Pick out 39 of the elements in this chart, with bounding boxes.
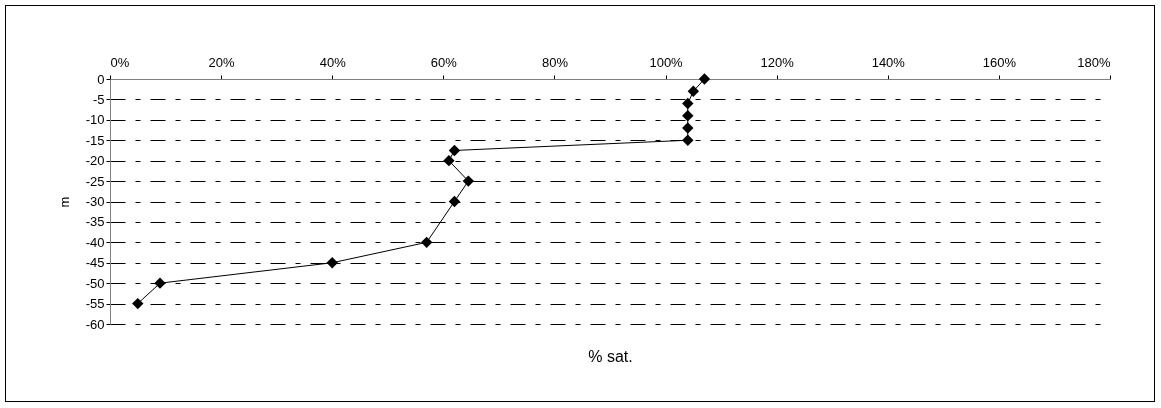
- y-tick-label: -10: [85, 112, 105, 128]
- x-tick-label: 60%: [430, 54, 458, 70]
- y-tick-label: -40: [85, 234, 105, 250]
- y-tick-label: -50: [85, 275, 105, 291]
- y-tick-label: -5: [92, 91, 105, 107]
- y-tick-label: -55: [85, 296, 105, 312]
- x-axis-title: % sat.: [588, 347, 633, 365]
- y-tick-label: -20: [85, 153, 105, 169]
- y-tick-label: -45: [85, 255, 105, 271]
- y-tick-label: 0: [97, 71, 105, 87]
- y-tick-label: -25: [85, 173, 105, 189]
- point: [420, 236, 433, 249]
- point: [682, 134, 694, 146]
- point: [682, 110, 694, 122]
- point: [326, 257, 338, 269]
- point: [132, 297, 144, 310]
- x-tick-label: 80%: [541, 54, 569, 70]
- y-tick-label: -60: [85, 316, 105, 332]
- x-tick-label: 40%: [319, 54, 347, 70]
- point: [682, 97, 694, 110]
- x-tick-label: 100%: [649, 54, 684, 70]
- y-tick-label: -15: [85, 132, 105, 148]
- x-tick-label: 160%: [982, 54, 1017, 70]
- x-tick-label: 140%: [871, 54, 906, 70]
- point: [687, 85, 700, 97]
- x-tick-label: 20%: [208, 54, 236, 70]
- y-tick-label: -35: [85, 214, 105, 230]
- point: [448, 144, 461, 157]
- point: [448, 195, 461, 208]
- point: [154, 277, 166, 289]
- point: [462, 175, 475, 187]
- point: [698, 73, 711, 85]
- x-tick-label: 120%: [760, 54, 795, 70]
- x-tick-label: 180%: [1077, 54, 1111, 70]
- x-tick-label: 0%: [110, 54, 130, 70]
- y-axis-title: m: [56, 196, 72, 208]
- point: [682, 122, 694, 134]
- point: [443, 154, 455, 167]
- y-tick-label: -30: [85, 194, 105, 209]
